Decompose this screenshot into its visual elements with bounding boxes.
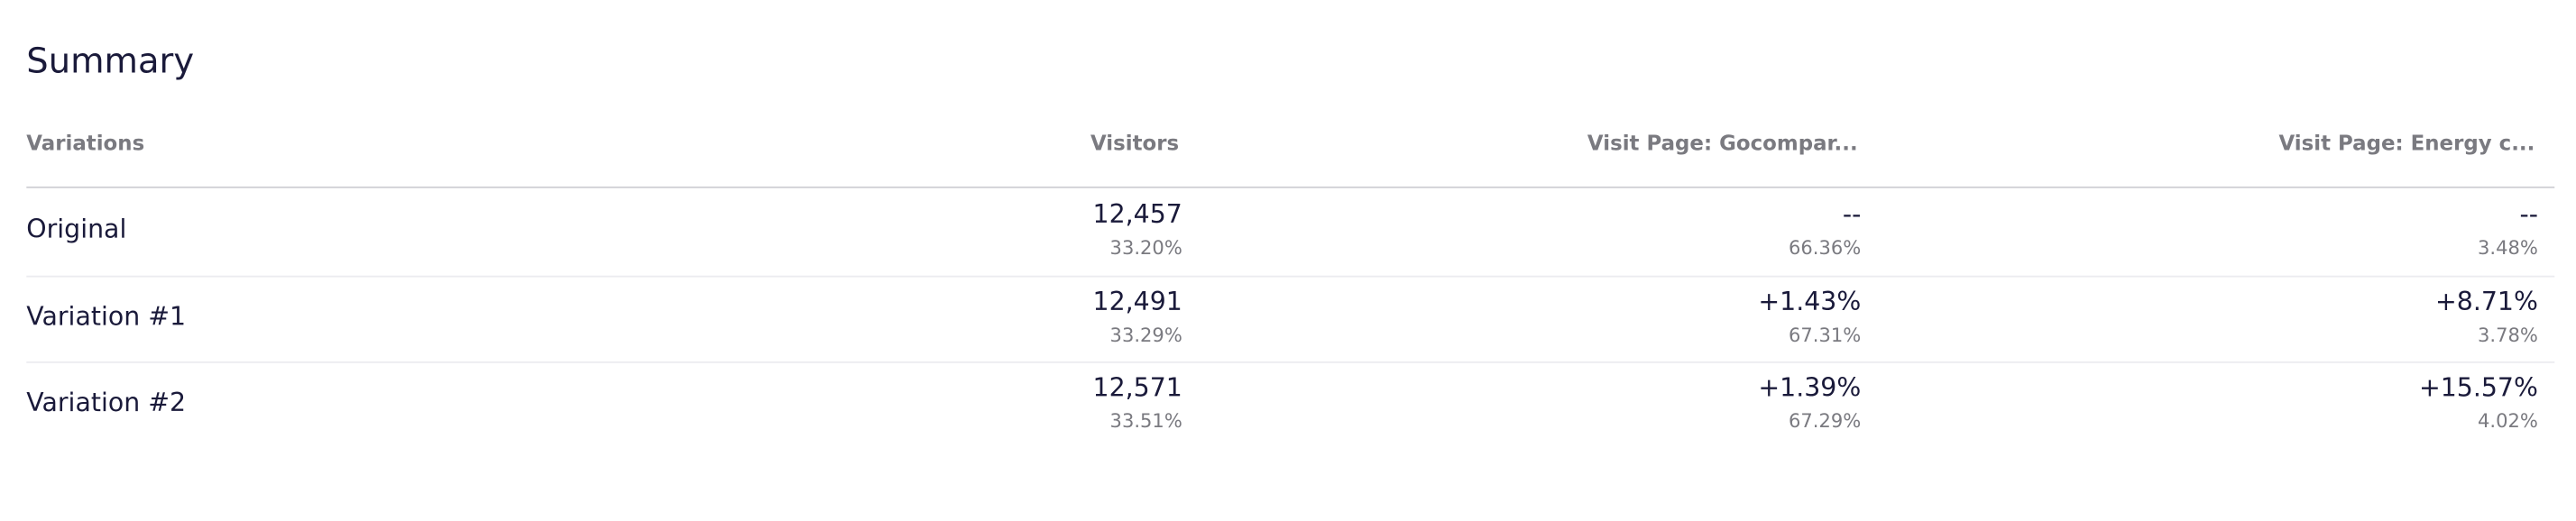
cell-rate: 66.36% <box>1789 235 1862 260</box>
row-divider <box>26 361 2555 363</box>
column-header: Visitors <box>1090 130 1180 156</box>
cell-value: 12,571 <box>1092 372 1182 403</box>
column-header: Visit Page: Gocompar... <box>1587 130 1858 156</box>
cell-rate: 67.31% <box>1789 322 1862 346</box>
cell-rate: 33.29% <box>1109 322 1182 346</box>
cell-value: 12,457 <box>1092 199 1182 230</box>
cell-rate: 3.78% <box>2478 322 2538 346</box>
header-divider <box>26 186 2555 188</box>
variation-name: Original <box>26 215 127 244</box>
cell-value: -- <box>1842 199 1862 230</box>
summary-title: Summary <box>26 41 195 81</box>
cell-value: -- <box>2519 199 2538 230</box>
cell-rate: 33.51% <box>1109 409 1182 433</box>
column-header: Visit Page: Energy c... <box>2278 130 2535 156</box>
cell-rate: 3.48% <box>2478 235 2538 260</box>
cell-value: +1.43% <box>1758 286 1862 316</box>
cell-value: +1.39% <box>1758 372 1862 403</box>
variation-name: Variation #1 <box>26 301 187 332</box>
cell-value: +8.71% <box>2435 286 2538 316</box>
column-header: Variations <box>26 130 145 156</box>
cell-rate: 4.02% <box>2478 409 2538 433</box>
cell-rate: 33.20% <box>1109 235 1182 260</box>
variation-name: Variation #2 <box>26 388 187 418</box>
cell-value: +15.57% <box>2418 372 2538 403</box>
row-divider <box>26 274 2555 277</box>
cell-rate: 67.29% <box>1789 409 1862 433</box>
cell-value: 12,491 <box>1092 286 1182 316</box>
